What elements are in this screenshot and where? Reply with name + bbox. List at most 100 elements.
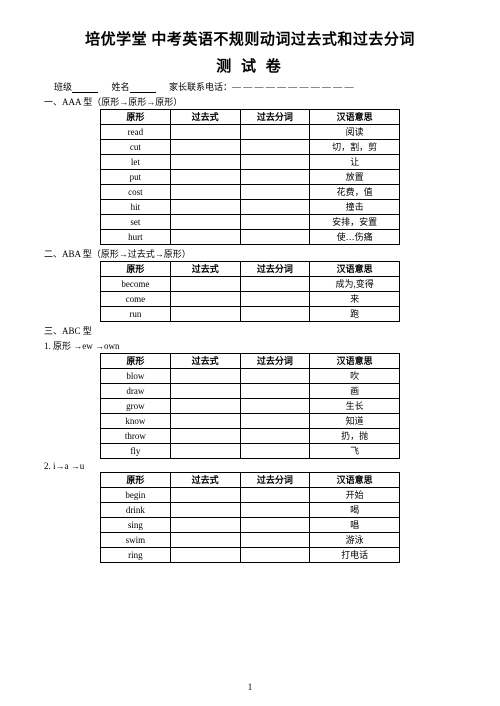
cell-base: let <box>101 155 171 170</box>
header-past: 过去式 <box>170 354 240 369</box>
cell-pp[interactable] <box>240 533 310 548</box>
page-subtitle: 测 试 卷 <box>44 55 456 76</box>
cell-meaning: 知道 <box>310 414 400 429</box>
cell-meaning: 跑 <box>310 307 400 322</box>
table-row: draw画 <box>101 384 400 399</box>
table-row: let 让 <box>101 155 400 170</box>
table-row: run 跑 <box>101 307 400 322</box>
cell-meaning: 阅读 <box>310 125 400 140</box>
cell-past[interactable] <box>170 140 240 155</box>
student-info-line: 班级 姓名 家长联系电话：— — — — — — — — — — — <box>44 80 456 93</box>
cell-pp[interactable] <box>240 384 310 399</box>
cell-meaning: 切，割，剪 <box>310 140 400 155</box>
cell-pp[interactable] <box>240 140 310 155</box>
cell-past[interactable] <box>170 488 240 503</box>
page-number: 1 <box>0 682 500 692</box>
section-label: 一、AAA 型（原形→原形→原形） <box>44 95 456 108</box>
header-meaning: 汉语意思 <box>310 473 400 488</box>
cell-pp[interactable] <box>240 369 310 384</box>
cell-meaning: 唱 <box>310 518 400 533</box>
verb-table: 原形过去式过去分词汉语意思begin开始drink喝sing唱swim游泳rin… <box>100 472 400 563</box>
cell-meaning: 让 <box>310 155 400 170</box>
header-meaning: 汉语意思 <box>310 354 400 369</box>
cell-base: run <box>101 307 171 322</box>
cell-pp[interactable] <box>240 292 310 307</box>
table-row: become成为,变得 <box>101 277 400 292</box>
name-label: 姓名 <box>112 82 130 92</box>
cell-pp[interactable] <box>240 399 310 414</box>
cell-past[interactable] <box>170 292 240 307</box>
cell-meaning: 打电话 <box>310 548 400 563</box>
cell-pp[interactable] <box>240 230 310 245</box>
table-row: put放置 <box>101 170 400 185</box>
cell-past[interactable] <box>170 307 240 322</box>
page-title: 培优学堂 中考英语不规则动词过去式和过去分词 <box>44 28 456 49</box>
cell-pp[interactable] <box>240 215 310 230</box>
cell-past[interactable] <box>170 414 240 429</box>
cell-pp[interactable] <box>240 444 310 459</box>
cell-past[interactable] <box>170 215 240 230</box>
cell-past[interactable] <box>170 533 240 548</box>
cell-meaning: 撞击 <box>310 200 400 215</box>
header-past: 过去式 <box>170 473 240 488</box>
cell-past[interactable] <box>170 399 240 414</box>
cell-past[interactable] <box>170 277 240 292</box>
cell-pp[interactable] <box>240 518 310 533</box>
cell-meaning: 扔，抛 <box>310 429 400 444</box>
cell-past[interactable] <box>170 185 240 200</box>
cell-past[interactable] <box>170 429 240 444</box>
cell-pp[interactable] <box>240 155 310 170</box>
cell-past[interactable] <box>170 125 240 140</box>
class-blank[interactable] <box>72 83 98 93</box>
cell-past[interactable] <box>170 170 240 185</box>
cell-pp[interactable] <box>240 125 310 140</box>
cell-past[interactable] <box>170 369 240 384</box>
cell-base: cut <box>101 140 171 155</box>
cell-base: come <box>101 292 171 307</box>
sub-label: 2. i→a →u <box>44 461 456 471</box>
cell-pp[interactable] <box>240 488 310 503</box>
cell-base: set <box>101 215 171 230</box>
cell-meaning: 喝 <box>310 503 400 518</box>
name-blank[interactable] <box>130 83 156 93</box>
cell-base: throw <box>101 429 171 444</box>
table-row: hit撞击 <box>101 200 400 215</box>
cell-base: know <box>101 414 171 429</box>
cell-pp[interactable] <box>240 185 310 200</box>
phone-label: 家长联系电话： <box>169 82 232 92</box>
cell-pp[interactable] <box>240 414 310 429</box>
cell-base: hurt <box>101 230 171 245</box>
table-row: sing唱 <box>101 518 400 533</box>
table-row: cut 切，割，剪 <box>101 140 400 155</box>
cell-pp[interactable] <box>240 307 310 322</box>
section-label: 二、ABA 型（原形→过去式→原形） <box>44 247 456 260</box>
cell-pp[interactable] <box>240 429 310 444</box>
cell-past[interactable] <box>170 518 240 533</box>
cell-past[interactable] <box>170 548 240 563</box>
cell-past[interactable] <box>170 155 240 170</box>
cell-meaning: 游泳 <box>310 533 400 548</box>
header-base: 原形 <box>101 354 171 369</box>
cell-pp[interactable] <box>240 503 310 518</box>
cell-past[interactable] <box>170 200 240 215</box>
header-past: 过去式 <box>170 262 240 277</box>
header-pp: 过去分词 <box>240 262 310 277</box>
cell-pp[interactable] <box>240 277 310 292</box>
cell-past[interactable] <box>170 230 240 245</box>
cell-base: fly <box>101 444 171 459</box>
cell-base: draw <box>101 384 171 399</box>
cell-pp[interactable] <box>240 170 310 185</box>
cell-past[interactable] <box>170 384 240 399</box>
cell-pp[interactable] <box>240 200 310 215</box>
cell-past[interactable] <box>170 444 240 459</box>
cell-past[interactable] <box>170 503 240 518</box>
cell-meaning: 放置 <box>310 170 400 185</box>
table-row: fly飞 <box>101 444 400 459</box>
cell-base: cost <box>101 185 171 200</box>
cell-meaning: 花费，值 <box>310 185 400 200</box>
table-row: hurt使…伤痛 <box>101 230 400 245</box>
cell-meaning: 成为,变得 <box>310 277 400 292</box>
header-meaning: 汉语意思 <box>310 110 400 125</box>
phone-blank[interactable]: — — — — — — — — — — — <box>232 82 354 92</box>
cell-pp[interactable] <box>240 548 310 563</box>
